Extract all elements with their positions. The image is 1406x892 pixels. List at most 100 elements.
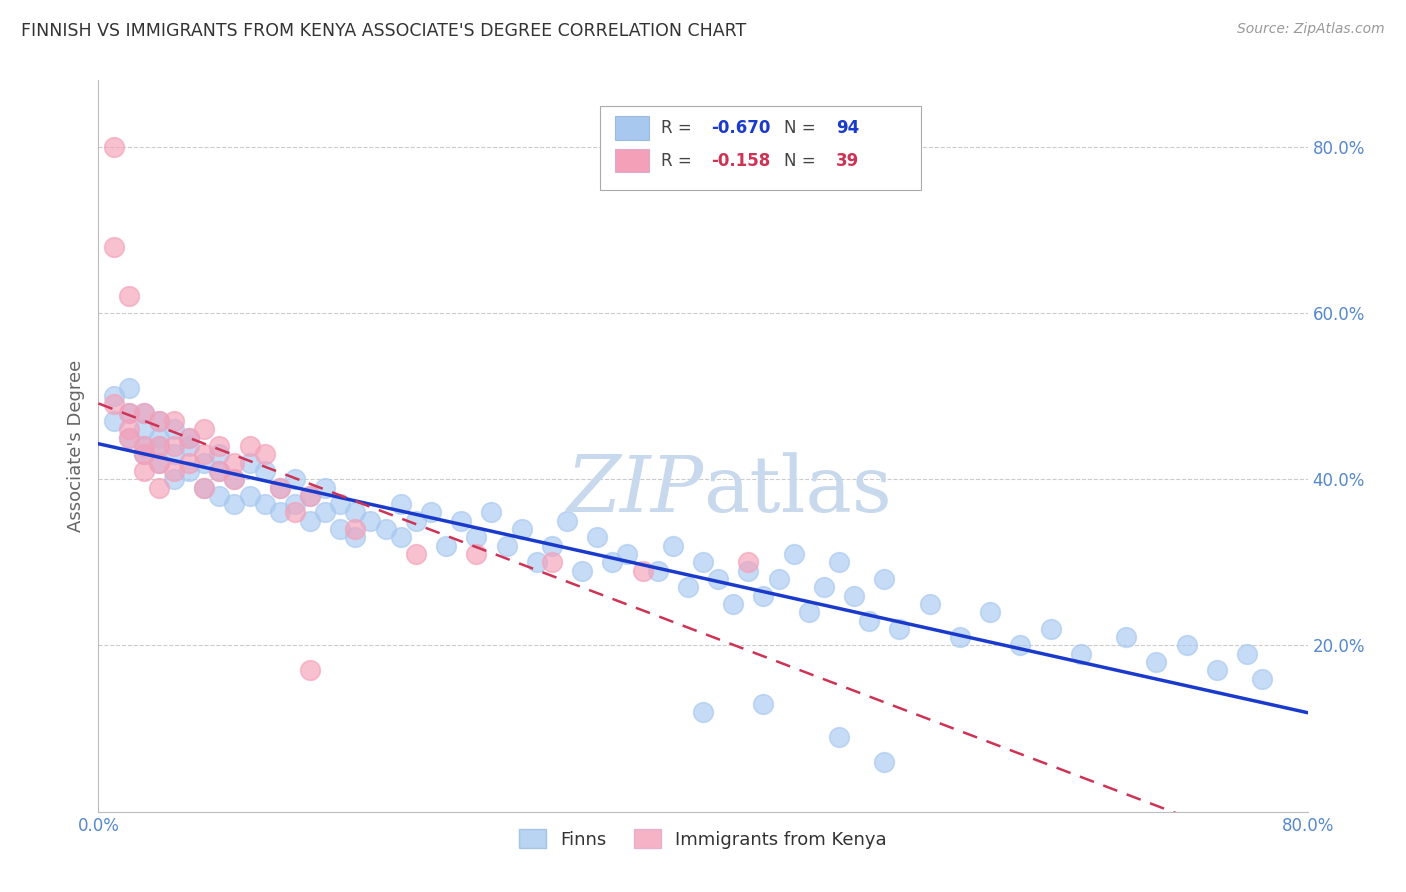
- Point: [148, 414, 170, 428]
- Legend: Finns, Immigrants from Kenya: Finns, Immigrants from Kenya: [510, 820, 896, 857]
- Point: [118, 406, 141, 420]
- Point: [1175, 639, 1198, 653]
- Text: R =: R =: [661, 152, 697, 169]
- Point: [103, 397, 125, 411]
- Point: [1070, 647, 1092, 661]
- Point: [284, 497, 307, 511]
- Point: [344, 522, 367, 536]
- Point: [148, 414, 170, 428]
- Point: [465, 547, 488, 561]
- Point: [148, 456, 170, 470]
- Point: [148, 439, 170, 453]
- Point: [707, 572, 730, 586]
- Point: [208, 464, 231, 478]
- Point: [828, 730, 851, 744]
- Point: [103, 389, 125, 403]
- Point: [797, 605, 820, 619]
- Point: [495, 539, 517, 553]
- Point: [148, 439, 170, 453]
- Point: [692, 705, 714, 719]
- Point: [179, 431, 201, 445]
- Point: [299, 489, 322, 503]
- Point: [103, 140, 125, 154]
- Point: [148, 481, 170, 495]
- Text: -0.670: -0.670: [711, 119, 770, 136]
- Point: [269, 481, 291, 495]
- Point: [661, 539, 683, 553]
- Point: [132, 422, 155, 436]
- Point: [344, 530, 367, 544]
- Point: [224, 472, 246, 486]
- Point: [163, 439, 186, 453]
- Point: [132, 406, 155, 420]
- Point: [224, 456, 246, 470]
- Point: [208, 439, 231, 453]
- Point: [1236, 647, 1258, 661]
- Point: [193, 481, 215, 495]
- Point: [193, 456, 215, 470]
- Point: [103, 414, 125, 428]
- Point: [118, 289, 141, 303]
- Point: [163, 464, 186, 478]
- Point: [1115, 630, 1137, 644]
- Point: [844, 589, 866, 603]
- Point: [239, 456, 262, 470]
- Point: [148, 456, 170, 470]
- Point: [132, 406, 155, 420]
- Point: [118, 431, 141, 445]
- Point: [329, 522, 352, 536]
- Point: [420, 506, 443, 520]
- Point: [132, 447, 155, 461]
- Point: [193, 422, 215, 436]
- Point: [193, 481, 215, 495]
- Point: [389, 530, 412, 544]
- Point: [163, 472, 186, 486]
- Point: [269, 506, 291, 520]
- Point: [1251, 672, 1274, 686]
- Point: [571, 564, 593, 578]
- Point: [889, 622, 911, 636]
- Point: [314, 506, 336, 520]
- Point: [208, 489, 231, 503]
- Point: [813, 580, 835, 594]
- Point: [118, 422, 141, 436]
- Point: [118, 431, 141, 445]
- Text: N =: N =: [785, 119, 821, 136]
- Point: [163, 422, 186, 436]
- Point: [828, 555, 851, 569]
- Point: [1010, 639, 1032, 653]
- Point: [360, 514, 382, 528]
- Point: [179, 431, 201, 445]
- Text: R =: R =: [661, 119, 697, 136]
- Point: [405, 547, 427, 561]
- Point: [752, 697, 775, 711]
- Point: [179, 464, 201, 478]
- Point: [132, 464, 155, 478]
- Point: [118, 381, 141, 395]
- Point: [602, 555, 624, 569]
- Point: [224, 472, 246, 486]
- Text: 39: 39: [837, 152, 859, 169]
- Point: [284, 472, 307, 486]
- Point: [208, 447, 231, 461]
- Point: [193, 447, 215, 461]
- Point: [389, 497, 412, 511]
- Point: [723, 597, 745, 611]
- Point: [253, 447, 276, 461]
- Point: [873, 755, 896, 769]
- Point: [631, 564, 654, 578]
- Point: [299, 664, 322, 678]
- Point: [405, 514, 427, 528]
- Point: [284, 506, 307, 520]
- Point: [434, 539, 457, 553]
- Point: [737, 564, 759, 578]
- Point: [1039, 622, 1062, 636]
- Point: [179, 439, 201, 453]
- Point: [253, 497, 276, 511]
- Point: [540, 555, 562, 569]
- Point: [1144, 655, 1167, 669]
- FancyBboxPatch shape: [600, 106, 921, 190]
- Text: N =: N =: [785, 152, 821, 169]
- Point: [299, 514, 322, 528]
- Point: [450, 514, 472, 528]
